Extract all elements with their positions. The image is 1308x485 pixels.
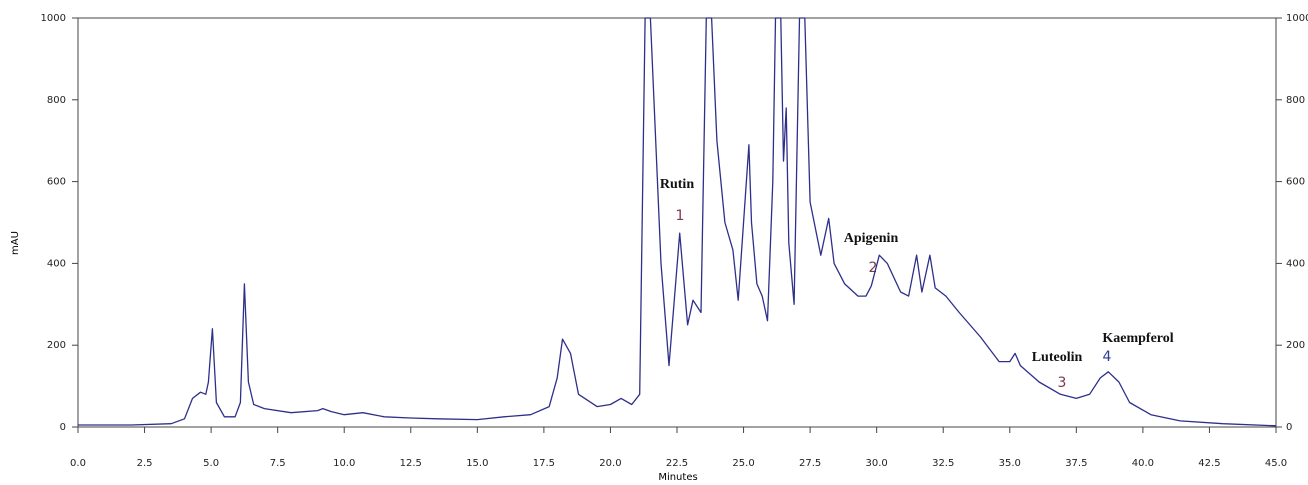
y2-tick-label: 400 xyxy=(1286,258,1305,269)
annotation: Rutin xyxy=(660,177,694,192)
y-axis-label: mAU xyxy=(10,231,21,255)
x-tick-label: 2.5 xyxy=(137,458,153,469)
x-tick-label: 25.0 xyxy=(732,458,754,469)
annotation: Luteolin xyxy=(1032,350,1083,365)
x-tick-label: 12.5 xyxy=(400,458,422,469)
x-tick-label: 32.5 xyxy=(932,458,954,469)
x-tick-label: 20.0 xyxy=(599,458,621,469)
y-tick-label: 1000 xyxy=(41,13,66,24)
x-tick-label: 5.0 xyxy=(203,458,219,469)
x-axis-label: Minutes xyxy=(658,472,697,483)
annotation: Kaempferol xyxy=(1102,331,1173,346)
x-tick-label: 45.0 xyxy=(1265,458,1287,469)
y-tick-label: 800 xyxy=(47,95,66,106)
x-tick-label: 27.5 xyxy=(799,458,821,469)
y2-tick-label: 0 xyxy=(1286,422,1292,433)
peak-number: 1 xyxy=(676,208,685,224)
x-tick-label: 30.0 xyxy=(866,458,888,469)
x-tick-label: 40.0 xyxy=(1132,458,1154,469)
x-tick-label: 35.0 xyxy=(999,458,1021,469)
y-tick-label: 0 xyxy=(60,422,66,433)
x-tick-label: 22.5 xyxy=(666,458,688,469)
y2-tick-label: 1000 xyxy=(1286,13,1308,24)
y2-tick-label: 200 xyxy=(1286,340,1305,351)
x-tick-label: 0.0 xyxy=(70,458,86,469)
x-tick-label: 42.5 xyxy=(1198,458,1220,469)
x-tick-label: 7.5 xyxy=(270,458,286,469)
y2-tick-label: 800 xyxy=(1286,95,1305,106)
x-tick-label: 10.0 xyxy=(333,458,355,469)
y-tick-label: 600 xyxy=(47,177,66,188)
y-tick-label: 200 xyxy=(47,340,66,351)
peak-number: 3 xyxy=(1058,375,1067,391)
y2-tick-label: 600 xyxy=(1286,177,1305,188)
x-tick-label: 15.0 xyxy=(466,458,488,469)
trace-line xyxy=(78,17,1277,427)
x-tick-label: 37.5 xyxy=(1065,458,1087,469)
peak-number: 2 xyxy=(869,260,878,276)
annotation: Apigenin xyxy=(844,231,899,246)
x-tick-label: 17.5 xyxy=(533,458,555,469)
peak-number: 4 xyxy=(1103,349,1112,365)
y-tick-label: 400 xyxy=(47,258,66,269)
